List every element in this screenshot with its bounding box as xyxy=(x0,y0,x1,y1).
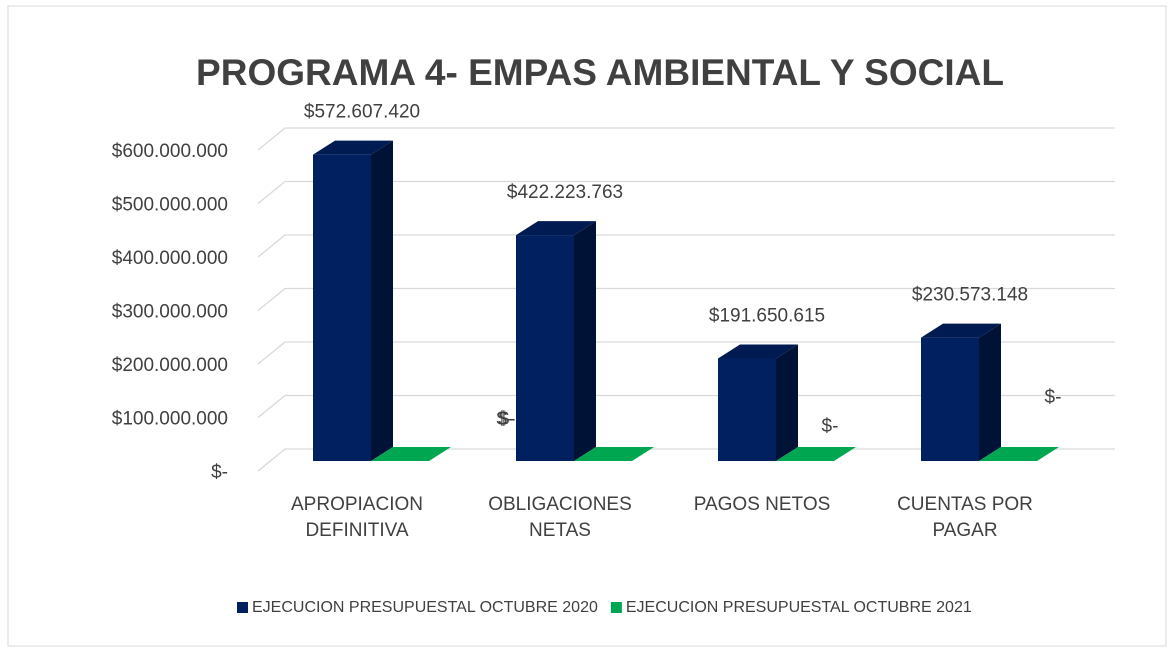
data-label: $191.650.615 xyxy=(709,305,825,326)
bar xyxy=(979,447,1059,461)
bar-front xyxy=(921,337,979,461)
bar xyxy=(313,140,393,461)
x-tick-label: CUENTAS POR PAGAR xyxy=(897,494,1033,541)
x-tick-label-line: NETAS xyxy=(529,520,591,541)
y-tick-label: $400.000.000 xyxy=(112,248,228,269)
x-tick-label-line: OBLIGACIONES xyxy=(488,494,632,515)
y-tick-label: $200.000.000 xyxy=(112,355,228,376)
x-tick-label-line: CUENTAS POR xyxy=(897,494,1033,515)
bar-top xyxy=(776,447,856,461)
bar-front xyxy=(516,235,574,461)
bar-side xyxy=(371,140,393,461)
bar xyxy=(921,323,1001,461)
legend-label: EJECUCION PRESUPUESTAL OCTUBRE 2020 xyxy=(252,599,598,616)
x-tick-label: APROPIACION DEFINITIVA xyxy=(291,494,423,541)
y-tick-label: $600.000.000 xyxy=(112,141,228,162)
x-tick-label-line: DEFINITIVA xyxy=(305,520,408,541)
bar-front xyxy=(718,358,776,461)
bar-top xyxy=(516,221,596,236)
legend-label: EJECUCION PRESUPUESTAL OCTUBRE 2021 xyxy=(626,599,972,616)
legend-swatch xyxy=(610,602,622,613)
grid-line xyxy=(257,287,1115,312)
x-tick-label: PAGOS NETOS xyxy=(694,494,831,515)
data-label: $572.607.420 xyxy=(304,102,420,123)
grid-line xyxy=(257,394,1115,419)
data-label: $230.573.148 xyxy=(912,285,1028,306)
grid-line xyxy=(257,341,1115,365)
x-tick-label-line: PAGAR xyxy=(932,520,997,541)
grid-line xyxy=(257,180,1115,205)
data-label: $- xyxy=(822,416,839,437)
bar-side xyxy=(979,323,1001,461)
data-label: $422.223.763 xyxy=(507,182,623,203)
bar xyxy=(574,447,654,461)
data-label: $- xyxy=(497,409,514,430)
data-label: $- xyxy=(1045,387,1062,408)
grid-line xyxy=(257,234,1115,258)
data-label: $- xyxy=(499,409,516,430)
bar xyxy=(776,447,856,461)
y-tick-label: $100.000.000 xyxy=(112,409,228,430)
bar-side xyxy=(776,344,798,461)
bar-top xyxy=(371,447,451,461)
legend-swatch xyxy=(237,602,248,613)
bar-front xyxy=(313,154,371,461)
chart-title: PROGRAMA 4- EMPAS AMBIENTAL Y SOCIAL xyxy=(196,52,1004,93)
y-tick-label: $300.000.000 xyxy=(112,302,228,323)
bar-top xyxy=(574,447,654,461)
bar-top xyxy=(979,447,1059,461)
bar-top xyxy=(313,140,393,155)
x-tick-label-line: APROPIACION xyxy=(291,494,423,515)
bar-side xyxy=(574,221,596,461)
grid-line xyxy=(257,127,1115,151)
bar-top xyxy=(921,323,1001,338)
bar xyxy=(718,344,798,461)
x-tick-label: OBLIGACIONES NETAS xyxy=(488,494,632,541)
y-tick-label: $- xyxy=(211,462,228,483)
bar-top xyxy=(718,344,798,359)
bar xyxy=(371,447,451,461)
y-tick-label: $500.000.000 xyxy=(112,195,228,216)
bar xyxy=(516,221,596,461)
